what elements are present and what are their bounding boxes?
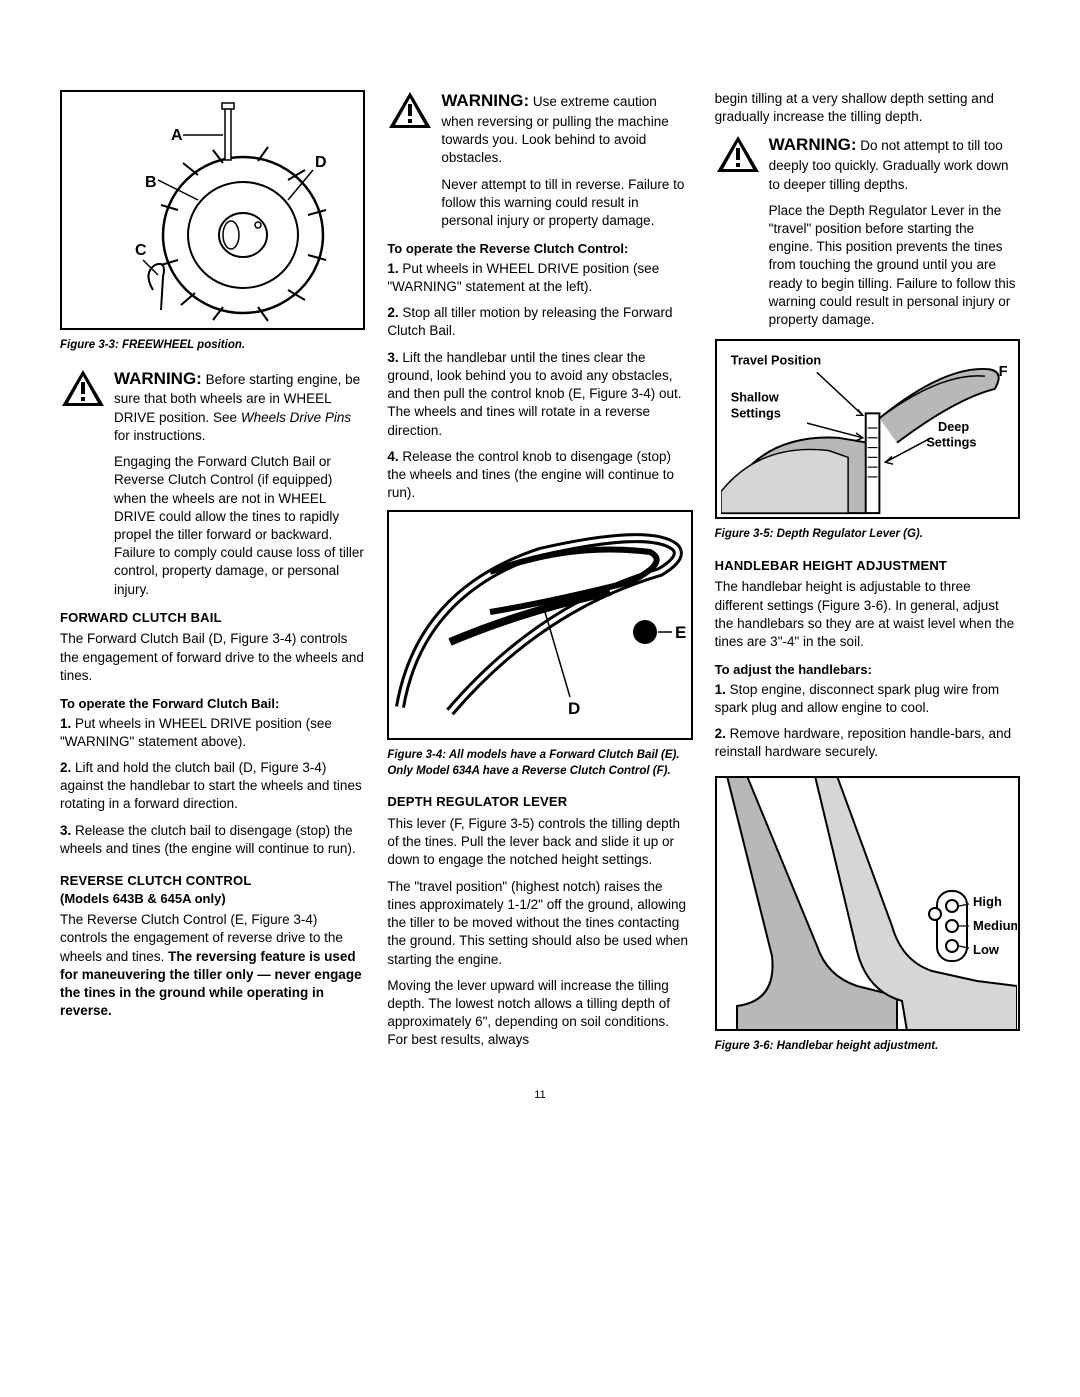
fig33-caption: Figure 3-3: FREEWHEEL position. xyxy=(60,338,365,354)
warning-triangle-icon xyxy=(387,90,433,130)
fig35-caption: Figure 3-5: Depth Regulator Lever (G). xyxy=(715,527,1020,543)
fig36-high: High xyxy=(973,894,1002,909)
hb-step-1: 1. Stop engine, disconnect spark plug wi… xyxy=(715,681,1020,717)
fig35-shallow2: Settings xyxy=(730,406,780,421)
figure-3-6: High Medium Low xyxy=(715,776,1020,1031)
rcc-step-4: 4. Release the control knob to disengage… xyxy=(387,448,692,503)
handlebar-intro: The handlebar height is adjustable to th… xyxy=(715,578,1020,651)
fig34-label-e: E xyxy=(675,623,686,642)
rcc-step-2: 2. Stop all tiller motion by releasing t… xyxy=(387,304,692,340)
reverse-clutch-heading-2: (Models 643B & 645A only) xyxy=(60,890,365,908)
warning-2-body2: Never attempt to till in reverse. Failur… xyxy=(441,176,692,231)
warning-3: WARNING: Do not attempt to till too deep… xyxy=(715,134,1020,329)
warning-triangle-icon xyxy=(715,134,761,174)
hb-step-2: 2. Remove hardware, reposition handle-ba… xyxy=(715,725,1020,761)
warning-triangle-icon xyxy=(60,368,106,408)
warning-3-body2: Place the Depth Regulator Lever in the "… xyxy=(769,202,1020,330)
depth-p2: The "travel position" (highest notch) ra… xyxy=(387,878,692,969)
warning-1-body2: Engaging the Forward Clutch Bail or Reve… xyxy=(114,453,365,599)
forward-clutch-heading: FORWARD CLUTCH BAIL xyxy=(60,609,365,627)
warning-1-text: WARNING: Before starting engine, be sure… xyxy=(114,368,365,446)
fig35-travel: Travel Position xyxy=(730,353,820,368)
col3-top-para: begin tilling at a very shallow depth se… xyxy=(715,90,1020,126)
fig35-label-f: F xyxy=(998,365,1007,381)
figure-3-3: A B C D xyxy=(60,90,365,330)
fcb-step-3: 3. Release the clutch bail to disengage … xyxy=(60,822,365,858)
fig34-caption: Figure 3-4: All models have a Forward Cl… xyxy=(387,748,692,779)
column-3: begin tilling at a very shallow depth se… xyxy=(715,90,1020,1058)
warning-2: WARNING: Use extreme caution when revers… xyxy=(387,90,692,230)
warning-1: WARNING: Before starting engine, be sure… xyxy=(60,368,365,599)
fig35-shallow1: Shallow xyxy=(730,390,778,405)
fig33-label-d: D xyxy=(315,154,327,171)
rcc-step-1: 1. Put wheels in WHEEL DRIVE position (s… xyxy=(387,260,692,296)
fig33-label-a: A xyxy=(171,127,183,144)
fig36-caption: Figure 3-6: Handlebar height adjustment. xyxy=(715,1039,1020,1055)
column-2: WARNING: Use extreme caution when revers… xyxy=(387,90,692,1058)
depth-p1: This lever (F, Figure 3-5) controls the … xyxy=(387,815,692,870)
rcc-sub: To operate the Reverse Clutch Control: xyxy=(387,240,692,258)
forward-clutch-sub: To operate the Forward Clutch Bail: xyxy=(60,695,365,713)
figure-3-4: E D xyxy=(387,510,692,740)
fig36-low: Low xyxy=(973,942,1000,957)
reverse-clutch-heading-1: REVERSE CLUTCH CONTROL xyxy=(60,872,365,890)
column-1: A B C D Figure 3-3: FREEWHEEL position. … xyxy=(60,90,365,1058)
fcb-step-2: 2. Lift and hold the clutch bail (D, Fig… xyxy=(60,759,365,814)
depth-heading: DEPTH REGULATOR LEVER xyxy=(387,793,692,811)
fig35-deep2: Settings xyxy=(926,435,976,450)
fig36-medium: Medium xyxy=(973,918,1017,933)
rcc-step-3: 3. Lift the handlebar until the tines cl… xyxy=(387,349,692,440)
warning-2-text: WARNING: Use extreme caution when revers… xyxy=(441,90,692,168)
fig35-deep1: Deep xyxy=(938,419,969,434)
forward-clutch-intro: The Forward Clutch Bail (D, Figure 3-4) … xyxy=(60,630,365,685)
fig33-label-c: C xyxy=(135,242,147,259)
reverse-clutch-intro: The Reverse Clutch Control (E, Figure 3-… xyxy=(60,911,365,1020)
handlebar-sub: To adjust the handlebars: xyxy=(715,661,1020,679)
fcb-step-1: 1. Put wheels in WHEEL DRIVE position (s… xyxy=(60,715,365,751)
figure-3-5: Travel Position Shallow Settings Deep Se… xyxy=(715,339,1020,519)
fig33-label-b: B xyxy=(145,174,157,191)
warning-3-text: WARNING: Do not attempt to till too deep… xyxy=(769,134,1020,193)
handlebar-heading: HANDLEBAR HEIGHT ADJUSTMENT xyxy=(715,557,1020,575)
fig34-label-d: D xyxy=(568,699,580,718)
page-number: 11 xyxy=(60,1088,1020,1103)
page-columns: A B C D Figure 3-3: FREEWHEEL position. … xyxy=(60,90,1020,1058)
depth-p3: Moving the lever upward will increase th… xyxy=(387,977,692,1050)
